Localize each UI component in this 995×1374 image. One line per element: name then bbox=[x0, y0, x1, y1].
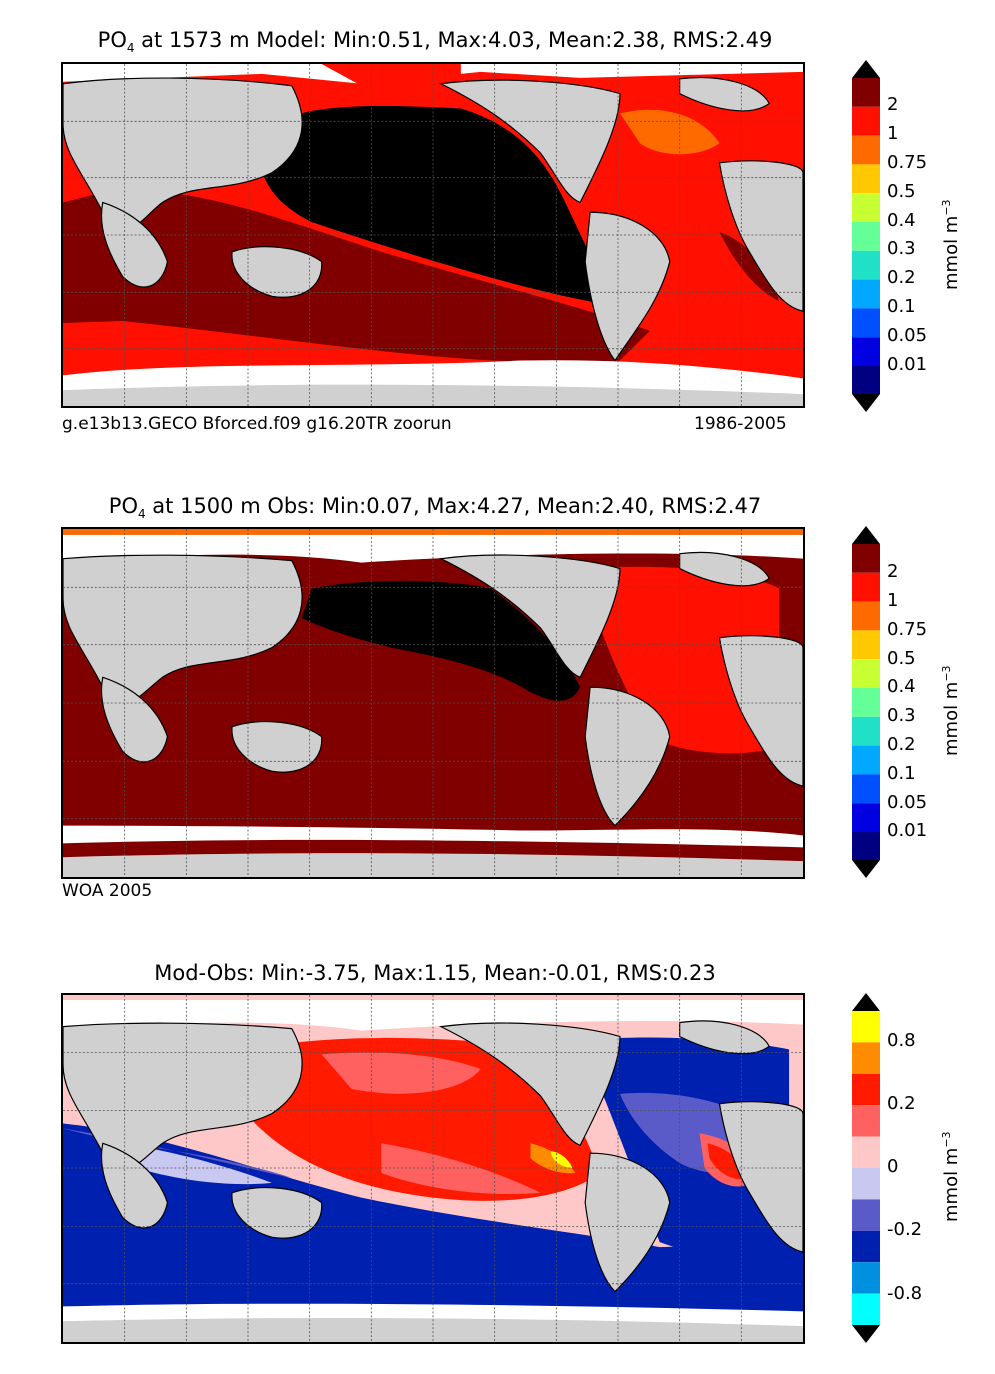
map-diff bbox=[61, 993, 805, 1344]
indo-pacific-dark-red bbox=[63, 190, 650, 363]
unit-exponent: −3 bbox=[940, 199, 953, 216]
panel-title: PO4 at 1500 m Obs: Min:0.07, Max:4.27, M… bbox=[0, 494, 870, 521]
unit-exponent: −3 bbox=[940, 665, 953, 682]
land-north-america bbox=[438, 1022, 621, 1146]
title-text: Mod-Obs: Min:-3.75, Max:1.15, Mean:-0.01… bbox=[154, 961, 716, 985]
peru-yellow bbox=[550, 1151, 573, 1169]
colorbar-tick: 1 bbox=[887, 590, 899, 611]
land-south-america bbox=[584, 686, 671, 827]
land-africa bbox=[718, 635, 803, 787]
panel-title: Mod-Obs: Min:-3.75, Max:1.15, Mean:-0.01… bbox=[0, 961, 870, 985]
caption-left: g.e13b13.GECO Bforced.f09 g16.20TR zooru… bbox=[62, 414, 452, 434]
colorbar-tick: 0.5 bbox=[887, 181, 916, 202]
land-eurasia bbox=[63, 77, 303, 232]
land-africa bbox=[718, 1101, 803, 1253]
colorbar-unit: mmol m−3 bbox=[940, 199, 962, 290]
colorbar-tick: 0.01 bbox=[887, 354, 928, 375]
colorbar-tick: 1 bbox=[887, 123, 899, 144]
unit-text: mmol m bbox=[941, 681, 962, 756]
title-text: at 1500 m Obs: Min:0.07, Max:4.27, Mean:… bbox=[145, 494, 762, 518]
land-australia bbox=[231, 721, 323, 773]
title-subscript: 4 bbox=[137, 507, 146, 522]
land-greenland bbox=[679, 1020, 770, 1055]
colorbar-tick: 0.2 bbox=[887, 1093, 916, 1114]
colorbar-tick: 0 bbox=[887, 1156, 899, 1177]
pacific-high-po4 bbox=[259, 106, 620, 307]
land-eurasia bbox=[63, 554, 303, 704]
colorbar-tick: 0.2 bbox=[887, 267, 916, 288]
land-south-america bbox=[584, 211, 671, 362]
colorbar-swatches bbox=[852, 993, 880, 1343]
pacific-positive bbox=[232, 1037, 601, 1201]
land-india-africa bbox=[100, 201, 169, 288]
land-australia bbox=[231, 1187, 323, 1239]
south-pacific-mid-positive bbox=[381, 1143, 541, 1195]
unit-text: mmol m bbox=[941, 1147, 962, 1222]
map-canvas bbox=[63, 64, 803, 406]
colorbar-tick: 0.4 bbox=[887, 676, 916, 697]
unit-exponent: −3 bbox=[940, 1131, 953, 1148]
colorbar-tick: 2 bbox=[887, 94, 899, 115]
colorbar-swatches bbox=[852, 526, 880, 878]
colorbar-tick: 0.75 bbox=[887, 619, 928, 640]
colorbar-swatches bbox=[852, 60, 880, 412]
colorbar-obs bbox=[852, 526, 880, 878]
colorbar-tick: 0.05 bbox=[887, 325, 928, 346]
colorbar-tick: 0.1 bbox=[887, 296, 916, 317]
colorbar-tick: 2 bbox=[887, 561, 899, 582]
colorbar-tick: 0.75 bbox=[887, 152, 928, 173]
pacific-high-po4 bbox=[301, 580, 581, 701]
unit-text: mmol m bbox=[941, 215, 962, 290]
colorbar-tick: -0.8 bbox=[887, 1283, 923, 1304]
colorbar-tick: -0.2 bbox=[887, 1219, 923, 1240]
caption-left: WOA 2005 bbox=[62, 881, 153, 901]
colorbar-tick: 0.1 bbox=[887, 763, 916, 784]
indian-light-blue bbox=[122, 1143, 272, 1185]
pacific-mid-positive bbox=[321, 1052, 481, 1094]
colorbar-tick: 0.3 bbox=[887, 705, 916, 726]
map-canvas bbox=[63, 529, 803, 877]
colorbar-tick: 0.3 bbox=[887, 238, 916, 259]
title-subscript: 4 bbox=[126, 41, 135, 56]
colorbar-tick: 0.05 bbox=[887, 792, 928, 813]
land-india-africa bbox=[100, 1142, 169, 1229]
colorbar-tick: 0.01 bbox=[887, 820, 928, 841]
north-atlantic-orange bbox=[619, 109, 720, 155]
panel-title: PO4 at 1573 m Model: Min:0.51, Max:4.03,… bbox=[0, 28, 870, 55]
title-text: at 1573 m Model: Min:0.51, Max:4.03, Mea… bbox=[134, 28, 773, 52]
land-eurasia bbox=[63, 1022, 303, 1170]
map-canvas bbox=[63, 995, 803, 1342]
colorbar-tick: 0.2 bbox=[887, 734, 916, 755]
map-obs bbox=[61, 527, 805, 879]
colorbar-tick: 0.5 bbox=[887, 648, 916, 669]
colorbar-unit: mmol m−3 bbox=[940, 1131, 962, 1222]
colorbar-tick: 0.8 bbox=[887, 1030, 916, 1051]
colorbar-tick: 0.4 bbox=[887, 210, 916, 231]
caption-right: 1986-2005 bbox=[694, 414, 787, 434]
land-india-africa bbox=[100, 676, 169, 763]
colorbar-diff bbox=[852, 993, 880, 1343]
title-text: PO bbox=[97, 28, 127, 52]
arctic-ocean bbox=[321, 64, 461, 86]
land-greenland bbox=[679, 551, 770, 587]
land-australia bbox=[231, 246, 323, 298]
south-atlantic-dark-red bbox=[719, 232, 780, 302]
title-text: PO bbox=[108, 494, 138, 518]
map-model bbox=[61, 62, 805, 408]
land-south-america bbox=[584, 1152, 671, 1293]
colorbar-model bbox=[852, 60, 880, 412]
land-greenland bbox=[679, 76, 770, 112]
land-north-america bbox=[438, 79, 621, 204]
colorbar-unit: mmol m−3 bbox=[940, 665, 962, 756]
land-north-america bbox=[438, 554, 621, 679]
